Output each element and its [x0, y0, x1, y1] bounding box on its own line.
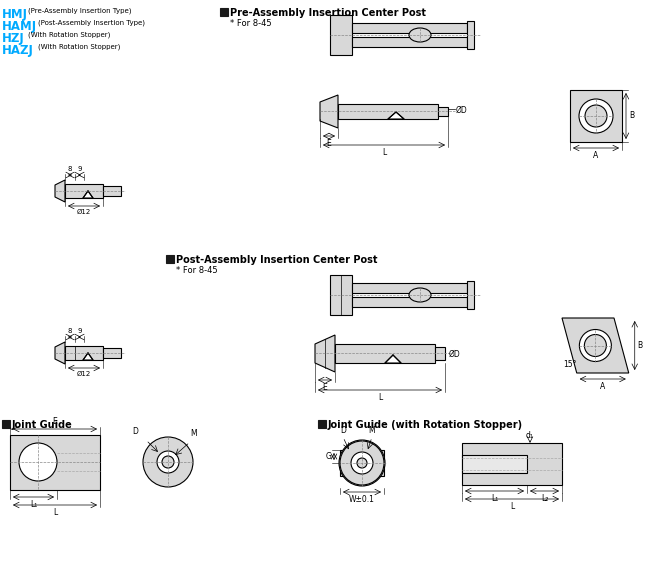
Bar	[352, 297, 467, 307]
Text: L: L	[378, 393, 382, 402]
Bar	[330, 275, 352, 315]
Circle shape	[585, 105, 607, 127]
Text: HMJ: HMJ	[2, 8, 28, 21]
Text: E: E	[323, 383, 327, 392]
Text: (Pre-Assembly Insertion Type): (Pre-Assembly Insertion Type)	[28, 8, 132, 15]
Text: 8: 8	[68, 328, 72, 334]
Text: L₂: L₂	[541, 494, 548, 503]
Polygon shape	[320, 95, 338, 128]
Text: HAMJ: HAMJ	[2, 20, 37, 33]
Text: 8: 8	[68, 166, 72, 172]
Text: ØD: ØD	[456, 106, 467, 115]
Circle shape	[339, 440, 385, 486]
Text: * For 8-45: * For 8-45	[176, 266, 218, 275]
Bar	[435, 347, 445, 360]
Text: Joint Guide: Joint Guide	[12, 420, 73, 430]
Text: M: M	[190, 429, 197, 438]
Bar	[2, 420, 10, 428]
Bar	[103, 186, 121, 196]
Text: A: A	[593, 151, 599, 160]
Circle shape	[579, 99, 613, 133]
Text: (With Rotation Stopper): (With Rotation Stopper)	[28, 32, 110, 39]
Text: (With Rotation Stopper): (With Rotation Stopper)	[38, 44, 121, 50]
Text: ØD: ØD	[449, 350, 461, 359]
Text: L₁: L₁	[491, 494, 498, 503]
Bar	[338, 104, 438, 119]
Circle shape	[357, 458, 367, 468]
Text: L: L	[510, 502, 514, 511]
Bar	[467, 281, 474, 309]
Bar	[340, 450, 348, 476]
Polygon shape	[55, 342, 65, 364]
Text: d₁: d₁	[526, 431, 534, 440]
Text: M: M	[368, 426, 376, 435]
Ellipse shape	[409, 28, 431, 42]
Text: (Post-Assembly Insertion Type): (Post-Assembly Insertion Type)	[38, 20, 145, 27]
Text: G: G	[325, 452, 331, 461]
Text: Pre-Assembly Insertion Center Post: Pre-Assembly Insertion Center Post	[230, 8, 426, 18]
Circle shape	[143, 437, 193, 487]
Text: 9: 9	[77, 328, 82, 334]
Bar	[462, 455, 527, 473]
Text: B: B	[629, 112, 634, 121]
Text: Ø12: Ø12	[77, 209, 91, 215]
Polygon shape	[562, 318, 629, 373]
Bar	[438, 107, 448, 116]
Bar	[65, 184, 103, 198]
Text: B: B	[638, 341, 643, 350]
Circle shape	[19, 443, 57, 481]
Text: L₁: L₁	[30, 500, 37, 509]
Bar	[352, 283, 467, 293]
Text: D: D	[132, 427, 138, 436]
Ellipse shape	[409, 288, 431, 302]
Circle shape	[580, 329, 612, 362]
Polygon shape	[83, 191, 93, 198]
Circle shape	[340, 441, 384, 485]
Polygon shape	[385, 355, 401, 363]
Circle shape	[584, 335, 606, 357]
Bar	[352, 37, 467, 47]
Polygon shape	[388, 112, 404, 119]
Text: * For 8-45: * For 8-45	[230, 19, 272, 28]
Bar	[220, 8, 228, 16]
Text: HZJ: HZJ	[2, 32, 25, 45]
Bar	[318, 420, 326, 428]
Bar	[65, 346, 103, 360]
Text: D: D	[340, 426, 346, 435]
Polygon shape	[83, 353, 93, 360]
Bar	[467, 21, 474, 49]
Bar	[10, 435, 100, 490]
Text: L: L	[53, 508, 57, 517]
Text: A: A	[600, 382, 605, 391]
Text: Joint Guide (with Rotation Stopper): Joint Guide (with Rotation Stopper)	[328, 420, 523, 430]
Bar	[330, 15, 352, 55]
Text: 15°: 15°	[563, 360, 576, 369]
Text: E: E	[53, 417, 57, 426]
Text: L: L	[382, 148, 386, 157]
Bar	[462, 443, 562, 485]
Circle shape	[162, 456, 174, 468]
Text: Ø12: Ø12	[77, 371, 91, 377]
Text: 9: 9	[77, 166, 82, 172]
Text: Post-Assembly Insertion Center Post: Post-Assembly Insertion Center Post	[176, 255, 378, 265]
Bar	[570, 90, 622, 142]
Text: HAZJ: HAZJ	[2, 44, 34, 57]
Bar	[376, 450, 384, 476]
Polygon shape	[315, 335, 335, 372]
Bar	[103, 348, 121, 358]
Bar	[166, 255, 174, 263]
Circle shape	[351, 452, 373, 474]
Text: E: E	[327, 139, 331, 148]
Circle shape	[157, 451, 179, 473]
Polygon shape	[55, 180, 65, 202]
Text: W±0.1: W±0.1	[349, 495, 375, 504]
Bar	[335, 344, 435, 363]
Bar	[352, 23, 467, 33]
